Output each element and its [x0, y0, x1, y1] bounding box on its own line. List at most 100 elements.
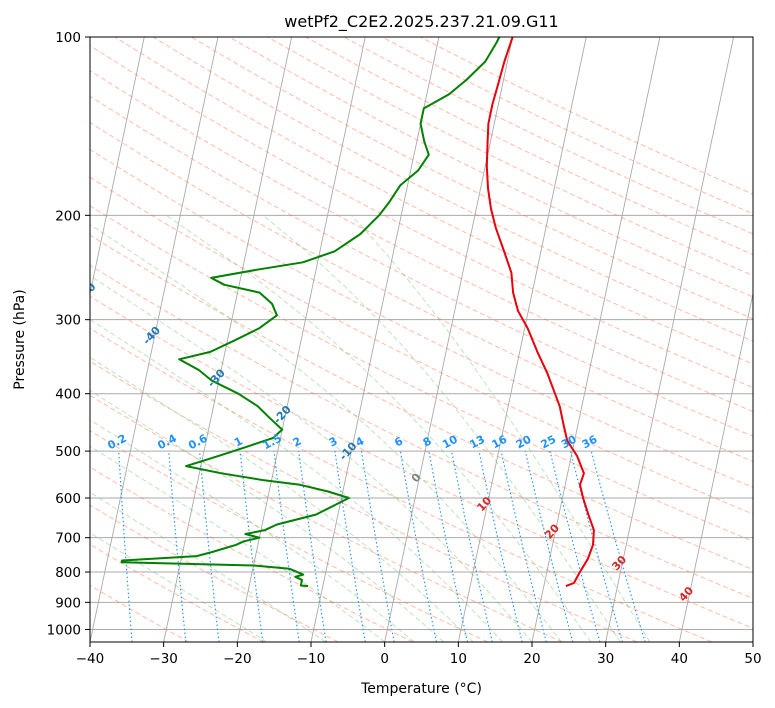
dewpoint-profile	[120, 37, 501, 588]
isotherm-label: 30	[609, 553, 629, 573]
x-tick-label: 0	[380, 651, 389, 667]
dry-adiabat	[90, 176, 753, 515]
moist-adiabat	[90, 389, 444, 642]
dry-adiabat	[90, 44, 753, 389]
moist-adiabat	[165, 214, 592, 642]
dry-adiabat	[90, 327, 712, 642]
y-tick-label: 600	[55, 491, 81, 507]
mixing-ratio-line	[199, 451, 220, 642]
x-axis-label: Temperature (°C)	[360, 681, 482, 697]
isotherm	[457, 37, 587, 642]
isotherm	[236, 37, 366, 642]
mixing-ratio-label: 0.2	[105, 432, 128, 453]
isotherm	[531, 37, 661, 642]
mixing-ratio-label: 8	[421, 434, 434, 449]
dry-adiabat	[267, 37, 753, 277]
mixing-ratio-line	[569, 450, 623, 642]
y-tick-label: 700	[55, 531, 81, 547]
dry-adiabat	[152, 37, 753, 342]
profiles	[120, 37, 595, 588]
chart-title: wetPf2_C2E2.2025.237.21.09.G11	[284, 12, 558, 32]
moist-adiabat	[90, 419, 415, 642]
x-axis: −40 −30 −20 −10 0 10 20 30 40 50	[76, 642, 762, 667]
mixing-ratio-label: 0.6	[186, 432, 210, 453]
dry-adiabat	[90, 295, 753, 629]
isotherm-label: 20	[542, 521, 562, 541]
mixing-ratio-label: 30	[559, 433, 579, 452]
x-tick-label: −40	[76, 651, 105, 667]
dry-adiabat	[90, 504, 339, 642]
isotherm-label: 10	[474, 494, 494, 514]
mixing-ratio-line	[590, 450, 646, 642]
y-tick-label: 500	[55, 444, 81, 460]
moist-adiabat	[350, 214, 651, 642]
y-tick-label: 800	[55, 565, 81, 581]
y-tick-label: 900	[55, 595, 81, 611]
x-tick-label: 30	[597, 651, 614, 667]
plot-frame	[89, 36, 754, 643]
mixing-ratio-line	[360, 451, 395, 642]
mixing-ratio-label: 2	[291, 434, 304, 449]
mixing-ratio-label: 36	[580, 433, 600, 452]
dry-adiabat	[229, 37, 753, 298]
dry-adiabat	[90, 70, 753, 413]
x-tick-label: 40	[671, 651, 688, 667]
mixing-ratio-label: 20	[514, 433, 534, 452]
mixing-ratio-label: 13	[467, 433, 487, 452]
mixing-ratio-line	[118, 451, 133, 642]
mixing-ratio-label: 10	[440, 433, 460, 452]
isotherm	[310, 37, 440, 642]
mixing-ratio-line	[478, 450, 523, 642]
mixing-ratio-line	[334, 451, 366, 642]
dry-adiabat	[90, 584, 190, 642]
mixing-ratio-line	[428, 450, 469, 642]
dry-adiabat	[90, 95, 753, 437]
y-axis-label: Pressure (hPa)	[12, 289, 28, 389]
dry-adiabat	[305, 37, 753, 256]
isotherm	[163, 37, 293, 642]
moist-adiabat	[90, 491, 326, 642]
dry-adiabat	[90, 360, 638, 642]
mixing-ratio-label: 6	[392, 434, 405, 449]
mixing-ratio-label: 25	[539, 433, 559, 452]
isotherm-label: -40	[140, 324, 163, 348]
y-tick-label: 100	[55, 30, 81, 46]
isotherm	[752, 639, 753, 642]
dry-adiabat	[90, 430, 488, 642]
mixing-ratio-label: 16	[490, 433, 510, 452]
mixing-ratio-line	[273, 451, 300, 642]
isotherm	[0, 37, 71, 642]
x-tick-label: 20	[523, 651, 540, 667]
y-tick-label: 300	[55, 313, 81, 329]
x-tick-label: −10	[297, 651, 326, 667]
dry-adiabat	[90, 121, 753, 463]
background-lines	[0, 37, 753, 642]
moist-adiabat	[90, 532, 268, 642]
dry-adiabat	[114, 37, 753, 365]
mixing-ratio-line	[399, 451, 437, 642]
moist-adiabat	[262, 214, 621, 642]
isotherm	[384, 37, 514, 642]
dry-adiabat	[343, 37, 753, 235]
dry-adiabat	[90, 466, 414, 642]
moist-adiabat	[90, 445, 385, 642]
y-tick-label: 1000	[47, 622, 81, 638]
moist-adiabat	[90, 318, 503, 642]
isotherm-label: 40	[676, 584, 696, 604]
moist-adiabat	[90, 223, 562, 642]
dry-adiabat	[90, 148, 753, 488]
dry-adiabat	[191, 37, 753, 320]
isotherm-label: 0	[409, 471, 424, 486]
x-tick-label: 50	[744, 651, 761, 667]
mixing-ratio-line	[524, 450, 574, 642]
mixing-ratio-line	[500, 450, 547, 642]
mixing-ratio-line	[298, 451, 327, 642]
mixing-ratio-label: 1.5	[261, 432, 284, 453]
isotherm-label: -60	[11, 237, 34, 261]
dry-adiabat	[90, 205, 753, 542]
y-tick-label: 400	[55, 387, 81, 403]
mixing-ratio-line	[549, 450, 601, 642]
mixing-ratio-line	[239, 451, 264, 642]
dry-adiabat	[90, 394, 563, 642]
